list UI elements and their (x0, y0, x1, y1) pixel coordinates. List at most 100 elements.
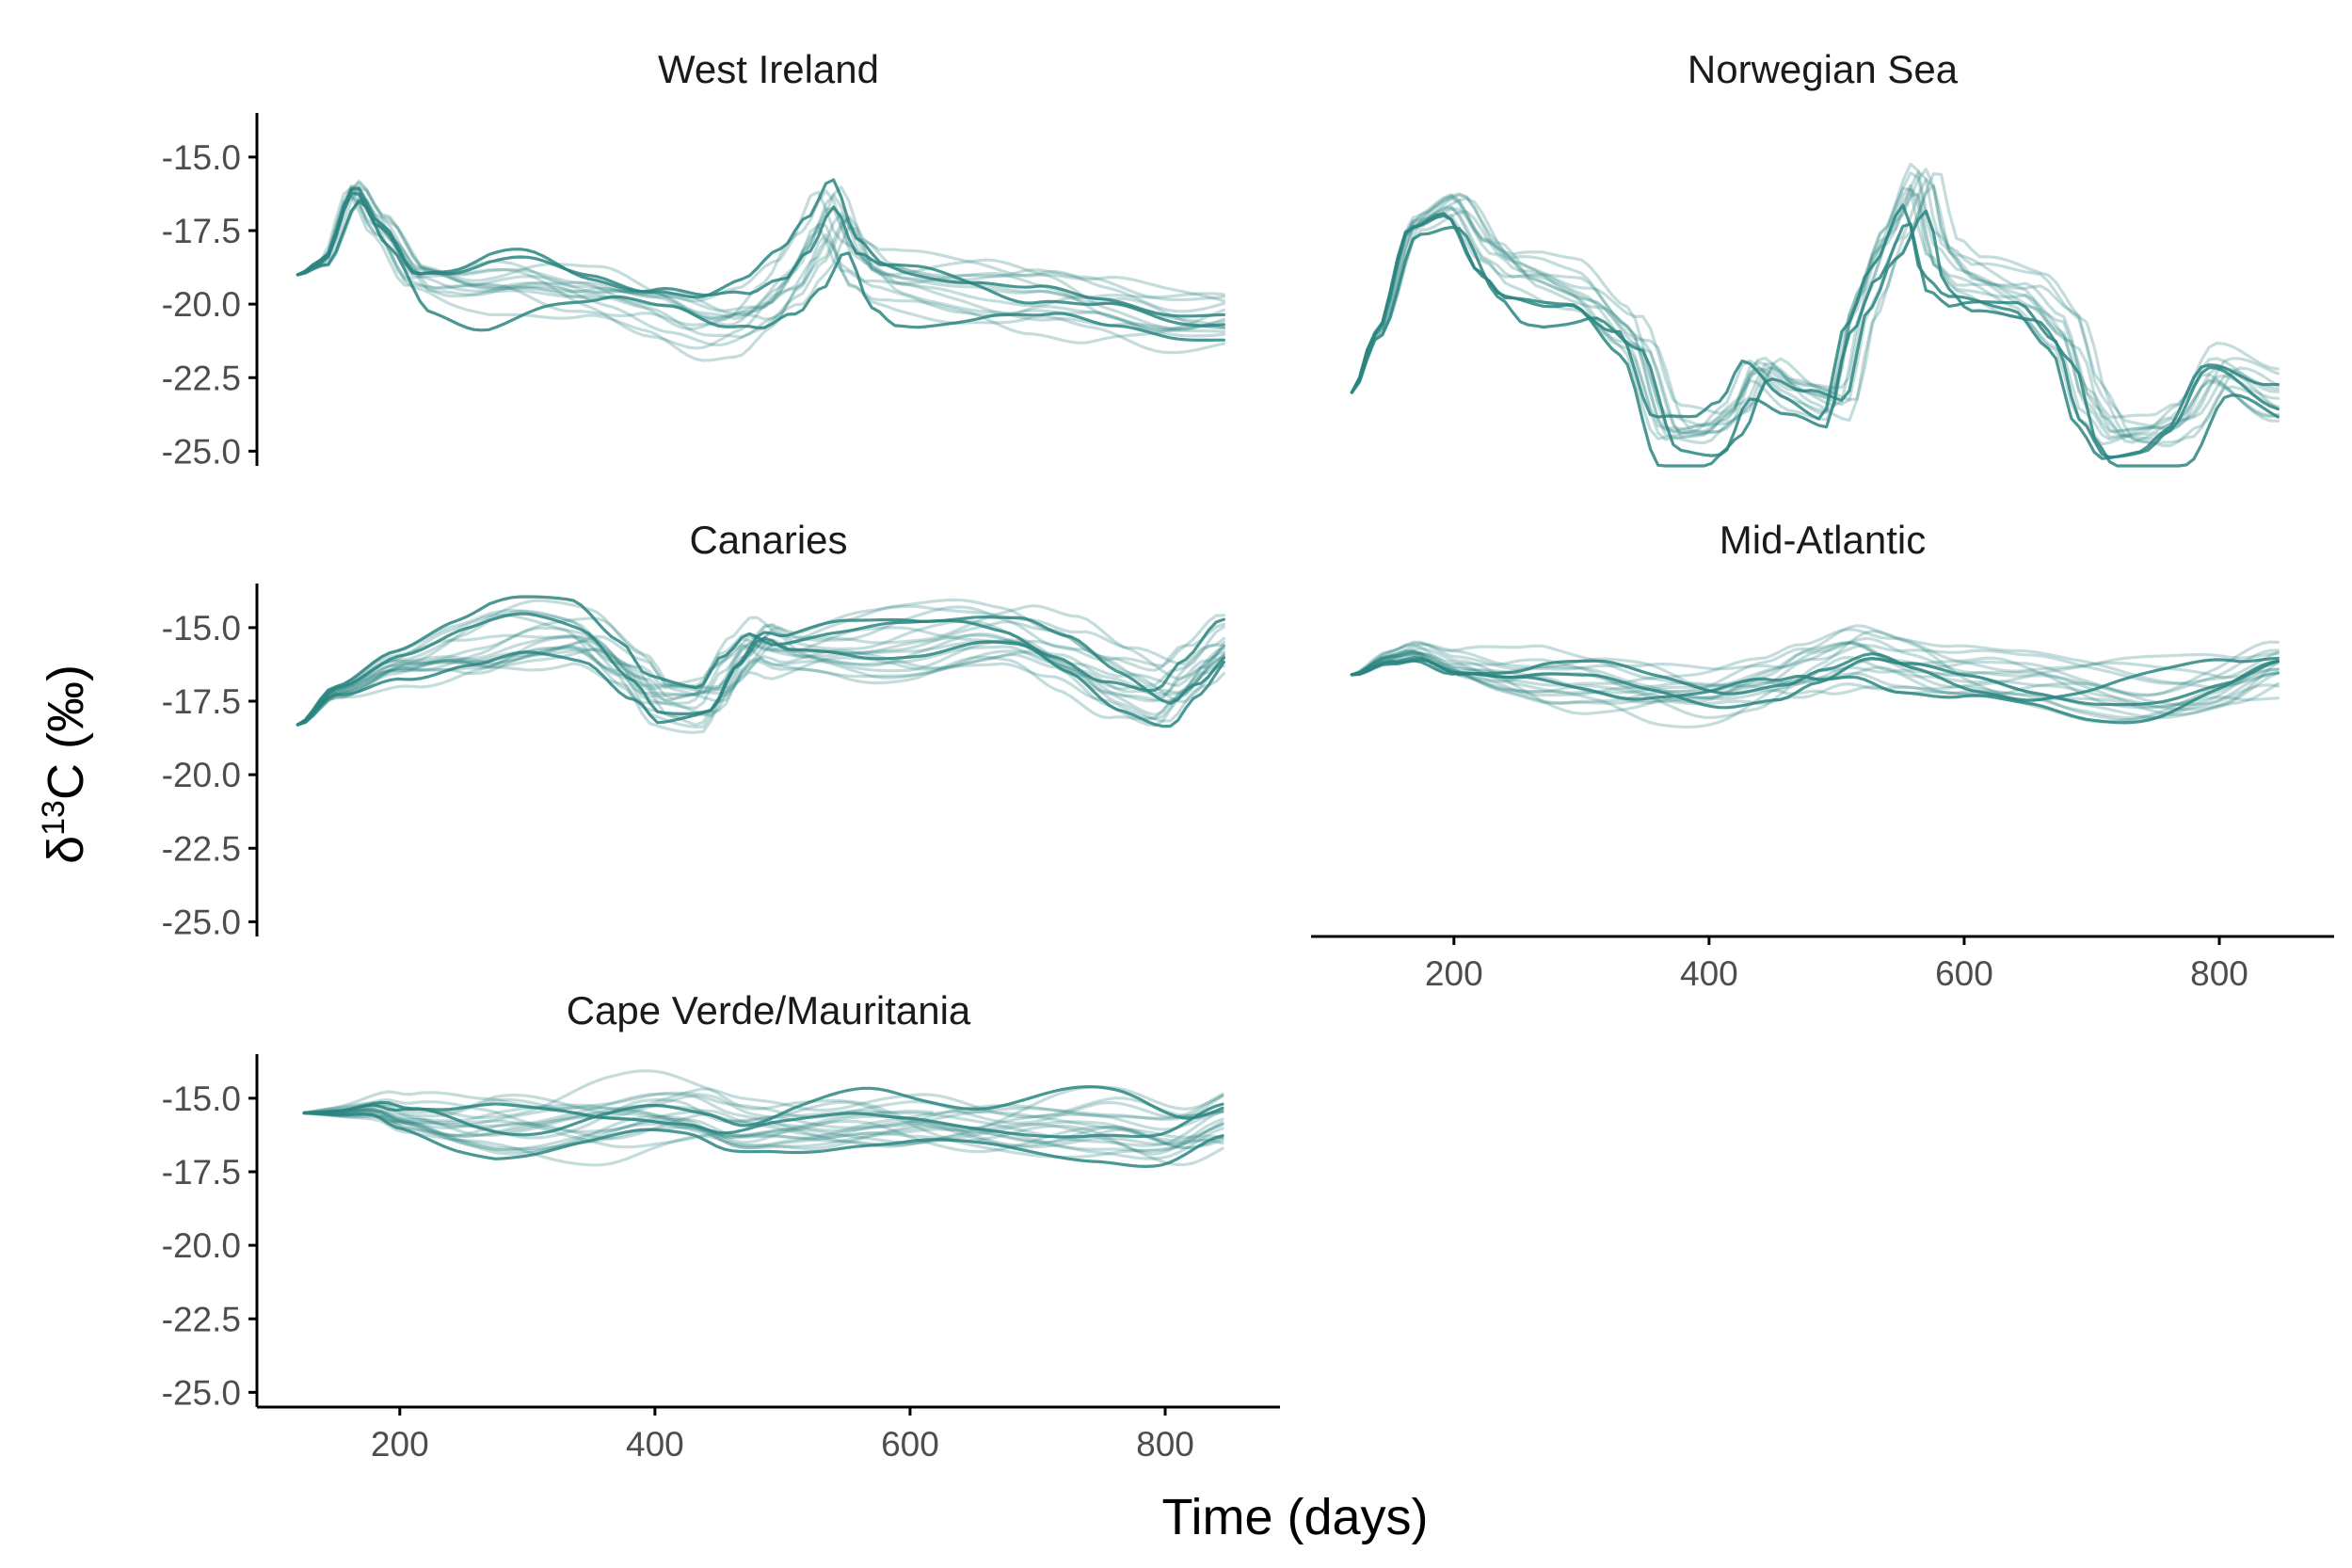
series-line (296, 605, 1226, 727)
series-line (302, 1092, 1224, 1133)
x-tick-label: 200 (371, 1425, 429, 1464)
series-line (1350, 184, 2280, 441)
series-line (302, 1111, 1224, 1150)
panel-title: West Ireland (658, 47, 879, 91)
series-line (1350, 636, 2280, 688)
series-line (1350, 169, 2280, 434)
y-tick-label: -17.5 (162, 682, 241, 721)
series-group (1350, 624, 2280, 729)
series-line (1350, 649, 2280, 720)
y-tick-label: -15.0 (162, 1080, 241, 1118)
x-axis-title: Time (days) (1161, 1489, 1428, 1545)
panel-4: Cape Verde/Mauritania -15.0 -17.5 -20.0 -22.… (162, 988, 1280, 1464)
series-line (1350, 656, 2280, 710)
series-line (296, 195, 1226, 338)
series-line (302, 1087, 1224, 1119)
series-line (296, 626, 1226, 727)
y-axis-title-suffix: C (‰) (38, 664, 94, 800)
series-line (1350, 648, 2280, 720)
series-line (302, 1105, 1224, 1154)
x-tick-label: 800 (1136, 1425, 1194, 1464)
series-line (296, 179, 1226, 322)
series-line (296, 184, 1226, 303)
series-line (1350, 193, 2280, 445)
series-line (296, 632, 1226, 727)
panel-0: West Ireland -15.0 -17.5 -20.0 -22.5 -25.0 (162, 47, 1226, 471)
series-line (1350, 172, 2280, 444)
x-tick-label: 200 (1425, 954, 1483, 993)
series-line (302, 1092, 1224, 1148)
series-line (1350, 640, 2280, 709)
series-line (302, 1108, 1224, 1160)
series-line (1350, 652, 2280, 712)
series-line (296, 192, 1226, 331)
x-tick-label: 800 (2190, 954, 2248, 993)
panel-title: Mid-Atlantic (1720, 518, 1926, 562)
series-line (1350, 184, 2280, 444)
series-line (1350, 168, 2280, 430)
series-line (1350, 187, 2280, 436)
series-line (302, 1106, 934, 1139)
series-line (1350, 624, 2280, 700)
series-line (296, 185, 1226, 332)
x-tick-label: 400 (1680, 954, 1738, 993)
series-line (296, 645, 1226, 734)
series-line (302, 1097, 1224, 1156)
y-tick-label: -15.0 (162, 609, 241, 648)
series-line (302, 1103, 1224, 1148)
y-axis-title-prefix: δ (38, 836, 94, 864)
series-line (1350, 651, 2280, 702)
series-line (296, 613, 1226, 727)
series-line (1350, 186, 2280, 446)
series-group (296, 178, 1226, 362)
series-line (296, 595, 1226, 727)
series-line (296, 619, 1226, 727)
series-line (296, 639, 1226, 727)
series-line (296, 635, 1226, 727)
series-line (1350, 628, 2280, 690)
series-line (1350, 629, 2280, 716)
series-line (296, 199, 1226, 347)
series-line (296, 643, 1226, 727)
panel-2: Canaries -15.0 -17.5 -20.0 -22.5 -25.0 (162, 518, 1226, 941)
series-line (1350, 649, 2280, 720)
series-line (296, 612, 1226, 727)
series-line (296, 625, 1226, 729)
series-line (296, 186, 1226, 328)
x-tick-label: 600 (1935, 954, 1993, 993)
series-line (302, 1111, 1224, 1160)
series-line (296, 186, 1226, 331)
series-line (1350, 209, 2280, 468)
panel-title: Canaries (689, 518, 847, 562)
series-line (1350, 178, 2280, 448)
series-line (1350, 162, 2280, 441)
y-tick-label: -17.5 (162, 212, 241, 250)
series-line (302, 1111, 1224, 1169)
panel-title: Cape Verde/Mauritania (567, 988, 971, 1032)
series-line (296, 650, 1226, 728)
series-line (1350, 651, 2280, 729)
series-group (1350, 162, 2280, 468)
y-axis-title-sup: 13 (36, 800, 72, 836)
y-tick-label: -20.0 (162, 756, 241, 794)
y-tick-label: -22.5 (162, 1300, 241, 1338)
series-line (1350, 641, 2280, 696)
series-line (1350, 171, 2280, 439)
y-tick-label: -17.5 (162, 1153, 241, 1192)
series-line (302, 1085, 1224, 1137)
series-line (296, 604, 1226, 727)
panel-title: Norwegian Sea (1688, 47, 1959, 91)
series-line (296, 632, 1226, 727)
y-tick-label: -25.0 (162, 432, 241, 471)
panels-layer: West Ireland -15.0 -17.5 -20.0 -22.5 -25.0 Nor… (162, 47, 2334, 1464)
y-tick-label: -22.5 (162, 359, 241, 397)
series-line (296, 599, 1226, 727)
series-line (296, 188, 1226, 344)
series-line (302, 1094, 1224, 1125)
y-tick-label: -20.0 (162, 1226, 241, 1265)
y-tick-label: -22.5 (162, 829, 241, 868)
series-line (1350, 652, 2280, 722)
x-tick-label: 600 (881, 1425, 939, 1464)
panel-3: Mid-Atlantic 200 400 600 800 (1311, 518, 2334, 993)
